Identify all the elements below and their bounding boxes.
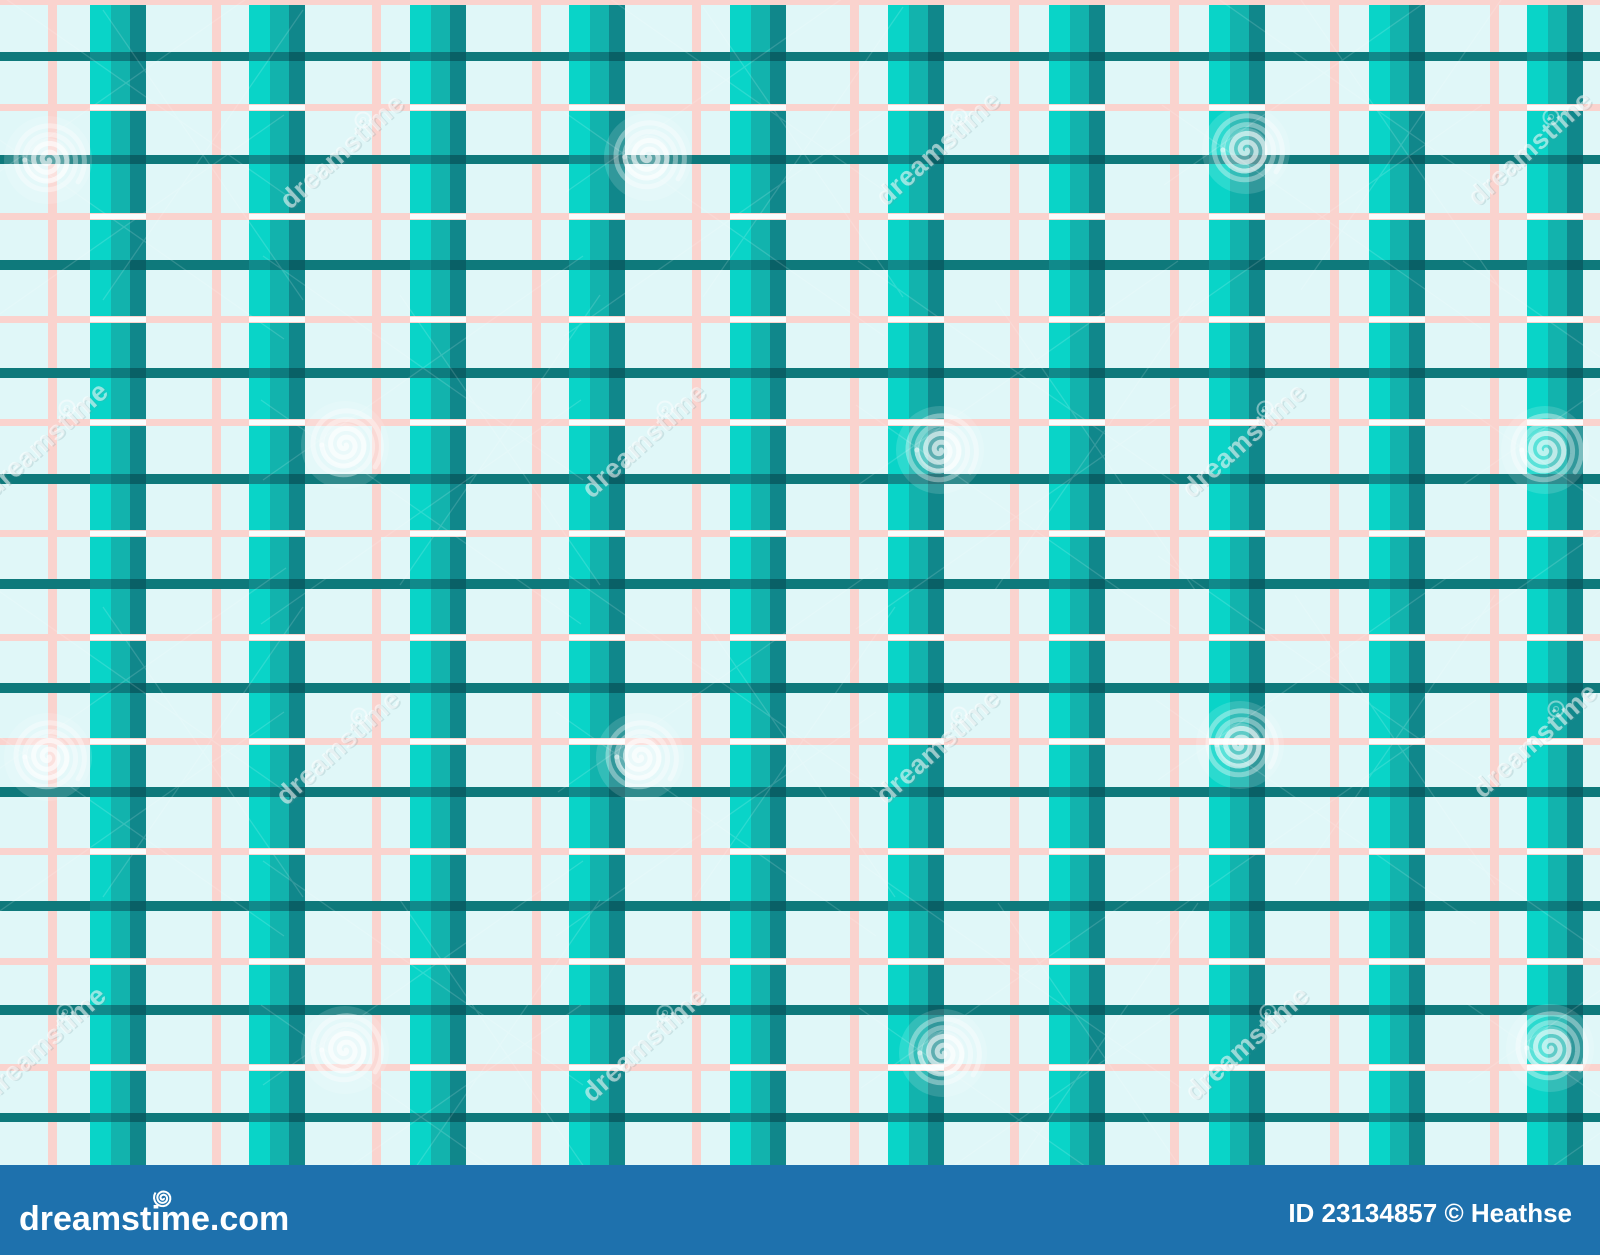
svg-text:dreamstime: dreamstime [870,85,1006,212]
svg-text:dreamstime: dreamstime [1467,677,1600,804]
svg-text:dreamstime: dreamstime [0,980,112,1107]
svg-text:dreamstime: dreamstime [274,88,410,215]
svg-text:dreamstime: dreamstime [1176,377,1312,504]
svg-text:dreamstime: dreamstime [270,684,406,811]
svg-text:dreamstime: dreamstime [1462,85,1598,212]
svg-text:dreamstime: dreamstime [576,377,712,504]
svg-text:dreamstime: dreamstime [0,376,114,503]
svg-text:dreamstime: dreamstime [870,683,1006,810]
svg-text:dreamstime: dreamstime [1179,980,1315,1107]
svg-text:dreamstime: dreamstime [576,981,712,1108]
